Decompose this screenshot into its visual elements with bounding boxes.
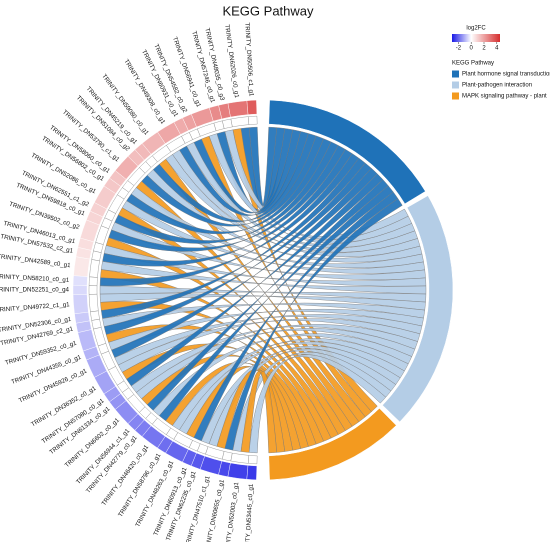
ribbon xyxy=(224,129,409,240)
legend-label: Plant-pathogen interaction xyxy=(462,83,532,89)
ribbon xyxy=(165,154,421,257)
gene-label: TRINITY_DN58210_c0_g1 xyxy=(0,273,70,284)
legend-title: KEGG Pathway xyxy=(452,61,494,67)
colorbar-tick-label: -2 xyxy=(456,46,462,52)
ribbon xyxy=(159,185,394,422)
colorbar-title: log2FC xyxy=(466,26,486,32)
gene-label: TRINITY_DN53445_c0_g1 xyxy=(244,483,255,542)
ribbon xyxy=(193,191,399,442)
ribbon xyxy=(240,370,277,454)
ribbon xyxy=(101,261,427,295)
ribbon xyxy=(121,200,425,274)
gene-arc xyxy=(88,276,98,287)
ribbon xyxy=(126,138,332,235)
ribbon xyxy=(108,145,346,252)
pathway-arc xyxy=(268,99,426,205)
gene-label: TRINITY_DN62026_c0_g1 xyxy=(223,24,240,99)
log2fc-cell xyxy=(246,465,258,481)
legend-label: Plant hormone signal transduction xyxy=(462,72,550,78)
colorbar-tick-label: 0 xyxy=(470,46,474,52)
log2fc-cell xyxy=(246,99,258,115)
ribbon xyxy=(99,293,426,311)
ribbon xyxy=(186,142,416,248)
pathway-arc xyxy=(382,195,454,423)
gene-label: TRINITY_DN52003_c0_g1 xyxy=(223,481,240,542)
gene-label: TRINITY_DN49722_c1_g1 xyxy=(0,301,70,314)
gene-arc xyxy=(222,451,233,462)
gene-arc xyxy=(89,259,100,278)
log2fc-cell xyxy=(72,275,88,286)
gene-arc xyxy=(90,310,100,321)
gene-label: TRINITY_DN52251_c0_g4 xyxy=(0,287,70,294)
colorbar xyxy=(452,34,500,42)
ribbon xyxy=(103,162,372,335)
gene-arc xyxy=(230,452,250,464)
log2fc-cell xyxy=(72,285,88,295)
legend-swatch xyxy=(452,81,459,89)
colorbar-tick-label: 4 xyxy=(495,46,499,52)
ribbons xyxy=(99,126,427,454)
colorbar-tick-label: 2 xyxy=(482,46,486,52)
legend-swatch xyxy=(452,92,459,100)
ribbon xyxy=(111,168,378,358)
legend-swatch xyxy=(452,70,459,78)
ribbon xyxy=(248,354,387,454)
ribbon xyxy=(101,157,366,319)
gene-arc xyxy=(247,455,258,465)
ribbon xyxy=(99,153,360,287)
gene-label: TRINITY_DN42589_c0_g1 xyxy=(0,253,72,269)
log2fc-cell xyxy=(72,294,89,315)
log2fc-cell xyxy=(73,256,90,277)
ribbon xyxy=(114,141,339,244)
pathway-arc xyxy=(268,407,397,481)
ribbon xyxy=(224,198,403,451)
chart-title: KEGG Pathway xyxy=(222,3,314,18)
log2fc-cell xyxy=(227,100,249,118)
log2fc-cell xyxy=(227,462,249,480)
ribbon xyxy=(146,179,389,411)
ribbon xyxy=(126,173,384,387)
ribbon xyxy=(102,149,353,267)
legend-label: MAPK signaling pathway - plant xyxy=(462,94,547,100)
gene-arc xyxy=(230,116,250,128)
gene-arc xyxy=(88,285,98,295)
gene-arc xyxy=(91,250,102,262)
gene-arc xyxy=(247,115,258,125)
gene-label: TRINITY_DN50506_c1_g1 xyxy=(243,22,254,97)
gene-arc xyxy=(88,293,99,313)
